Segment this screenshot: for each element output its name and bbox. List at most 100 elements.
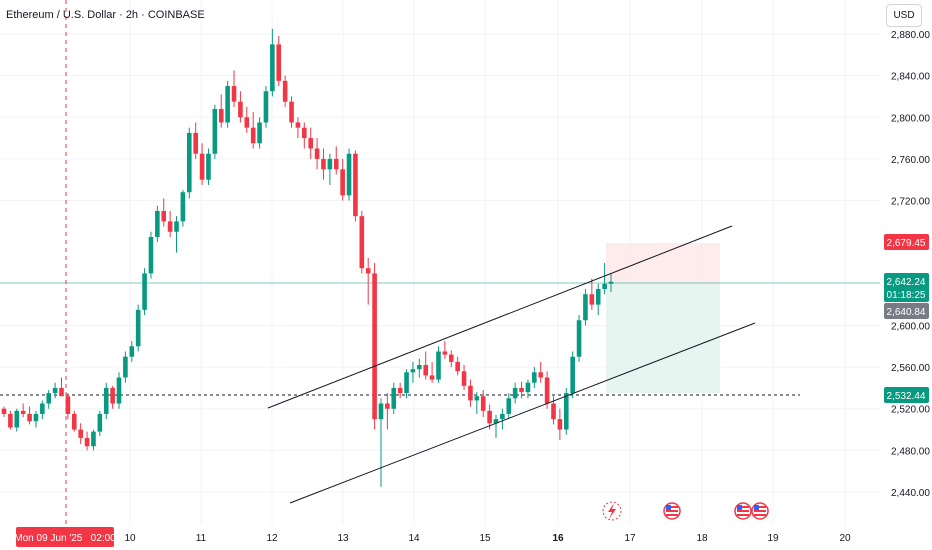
- candle-body: [161, 210, 167, 222]
- channel-lower-line[interactable]: [289, 322, 756, 504]
- candle: [71, 410, 77, 432]
- candle-body: [570, 356, 575, 394]
- candle: [231, 70, 237, 107]
- candle-body: [135, 309, 141, 347]
- candle: [385, 393, 390, 430]
- candle: [65, 393, 71, 420]
- candle-body: [238, 101, 243, 118]
- last-price-text: 2,642.24: [887, 277, 926, 288]
- candle-body: [321, 158, 326, 170]
- candle: [263, 86, 269, 128]
- candle: [8, 410, 13, 430]
- lightning-event-icon[interactable]: [602, 501, 622, 521]
- candle: [52, 382, 58, 399]
- candle: [519, 381, 524, 399]
- candle: [461, 365, 467, 390]
- candle-body: [397, 387, 403, 394]
- candle: [250, 112, 256, 149]
- candle-body: [417, 365, 422, 370]
- channel-upper-line[interactable]: [267, 225, 733, 409]
- candle: [589, 278, 595, 310]
- candle-body: [595, 289, 601, 305]
- candle: [525, 379, 531, 399]
- candle: [544, 371, 550, 409]
- candle-body: [276, 44, 282, 81]
- candle-body: [333, 158, 339, 170]
- candle-body: [142, 273, 147, 310]
- candle-body: [14, 410, 20, 428]
- candle-body: [583, 294, 588, 321]
- candle: [14, 408, 20, 432]
- candle: [340, 158, 345, 201]
- candle-body: [225, 86, 230, 123]
- candle: [595, 283, 601, 316]
- candle: [442, 341, 448, 359]
- candle-body: [218, 108, 224, 123]
- time-tick-label: 19: [767, 533, 779, 544]
- candle: [295, 117, 301, 139]
- entry-price-badge: 2,640.84: [884, 303, 929, 319]
- candle: [538, 361, 544, 383]
- price-tick-label: 2,840.00: [891, 72, 930, 83]
- price-tick-label: 2,520.00: [891, 405, 930, 416]
- candles: [1, 28, 614, 487]
- candle-body: [391, 387, 397, 409]
- candle: [602, 263, 607, 295]
- candle-body: [1, 408, 7, 414]
- candle-body: [33, 413, 39, 422]
- entry-price-text: 2,640.84: [887, 307, 926, 318]
- candle: [238, 91, 243, 123]
- candle: [20, 403, 26, 418]
- candle-body: [378, 403, 384, 420]
- candle-body: [250, 127, 256, 144]
- candle: [346, 148, 352, 201]
- price-axis[interactable]: 2,880.00 2,840.00 2,800.00 2,760.00 2,720.00…: [891, 30, 930, 499]
- candle: [225, 80, 230, 128]
- candle-body: [71, 413, 77, 430]
- candle: [474, 392, 480, 414]
- candle: [193, 122, 198, 159]
- price-tick-label: 2,880.00: [891, 30, 930, 41]
- candle: [557, 408, 563, 440]
- candle: [276, 36, 282, 87]
- candle-body: [20, 410, 26, 414]
- candle: [186, 127, 192, 199]
- candle: [333, 146, 339, 175]
- candle-body: [448, 354, 454, 362]
- candle: [84, 431, 90, 451]
- candle: [423, 351, 429, 380]
- candle-body: [532, 372, 537, 383]
- candle: [206, 148, 211, 185]
- candle: [167, 210, 173, 237]
- chart-title: Ethereum / U.S. Dollar · 2h · COINBASE: [6, 9, 205, 21]
- candle: [404, 369, 409, 399]
- candle: [410, 361, 416, 383]
- currency-button[interactable]: USD: [886, 4, 922, 27]
- chart-grid: [0, 0, 880, 525]
- candle: [302, 122, 307, 149]
- countdown-text: 01:18:25: [887, 290, 926, 301]
- candle-body: [404, 372, 409, 394]
- candle-body: [551, 403, 556, 420]
- candle: [468, 379, 473, 407]
- candle: [129, 341, 135, 362]
- time-tick-label: 18: [696, 533, 708, 544]
- candle: [359, 210, 365, 274]
- us-flag-icon[interactable]: [751, 502, 769, 520]
- candle: [244, 106, 250, 133]
- candle-body: [8, 413, 13, 428]
- candle: [27, 406, 32, 425]
- price-tick-label: 2,560.00: [891, 363, 930, 374]
- candle-body: [263, 91, 269, 123]
- time-tick-label: 14: [408, 533, 420, 544]
- time-axis[interactable]: 10 11 12 13 14 15 16 17 18 19 20: [124, 533, 851, 544]
- candle: [397, 382, 403, 399]
- candle: [212, 104, 218, 159]
- candle: [199, 143, 205, 185]
- candle-body: [59, 387, 64, 397]
- us-flag-icon[interactable]: [663, 502, 681, 520]
- candle-body: [538, 372, 544, 378]
- us-flag-icon[interactable]: [734, 502, 752, 520]
- candle-body: [436, 351, 441, 380]
